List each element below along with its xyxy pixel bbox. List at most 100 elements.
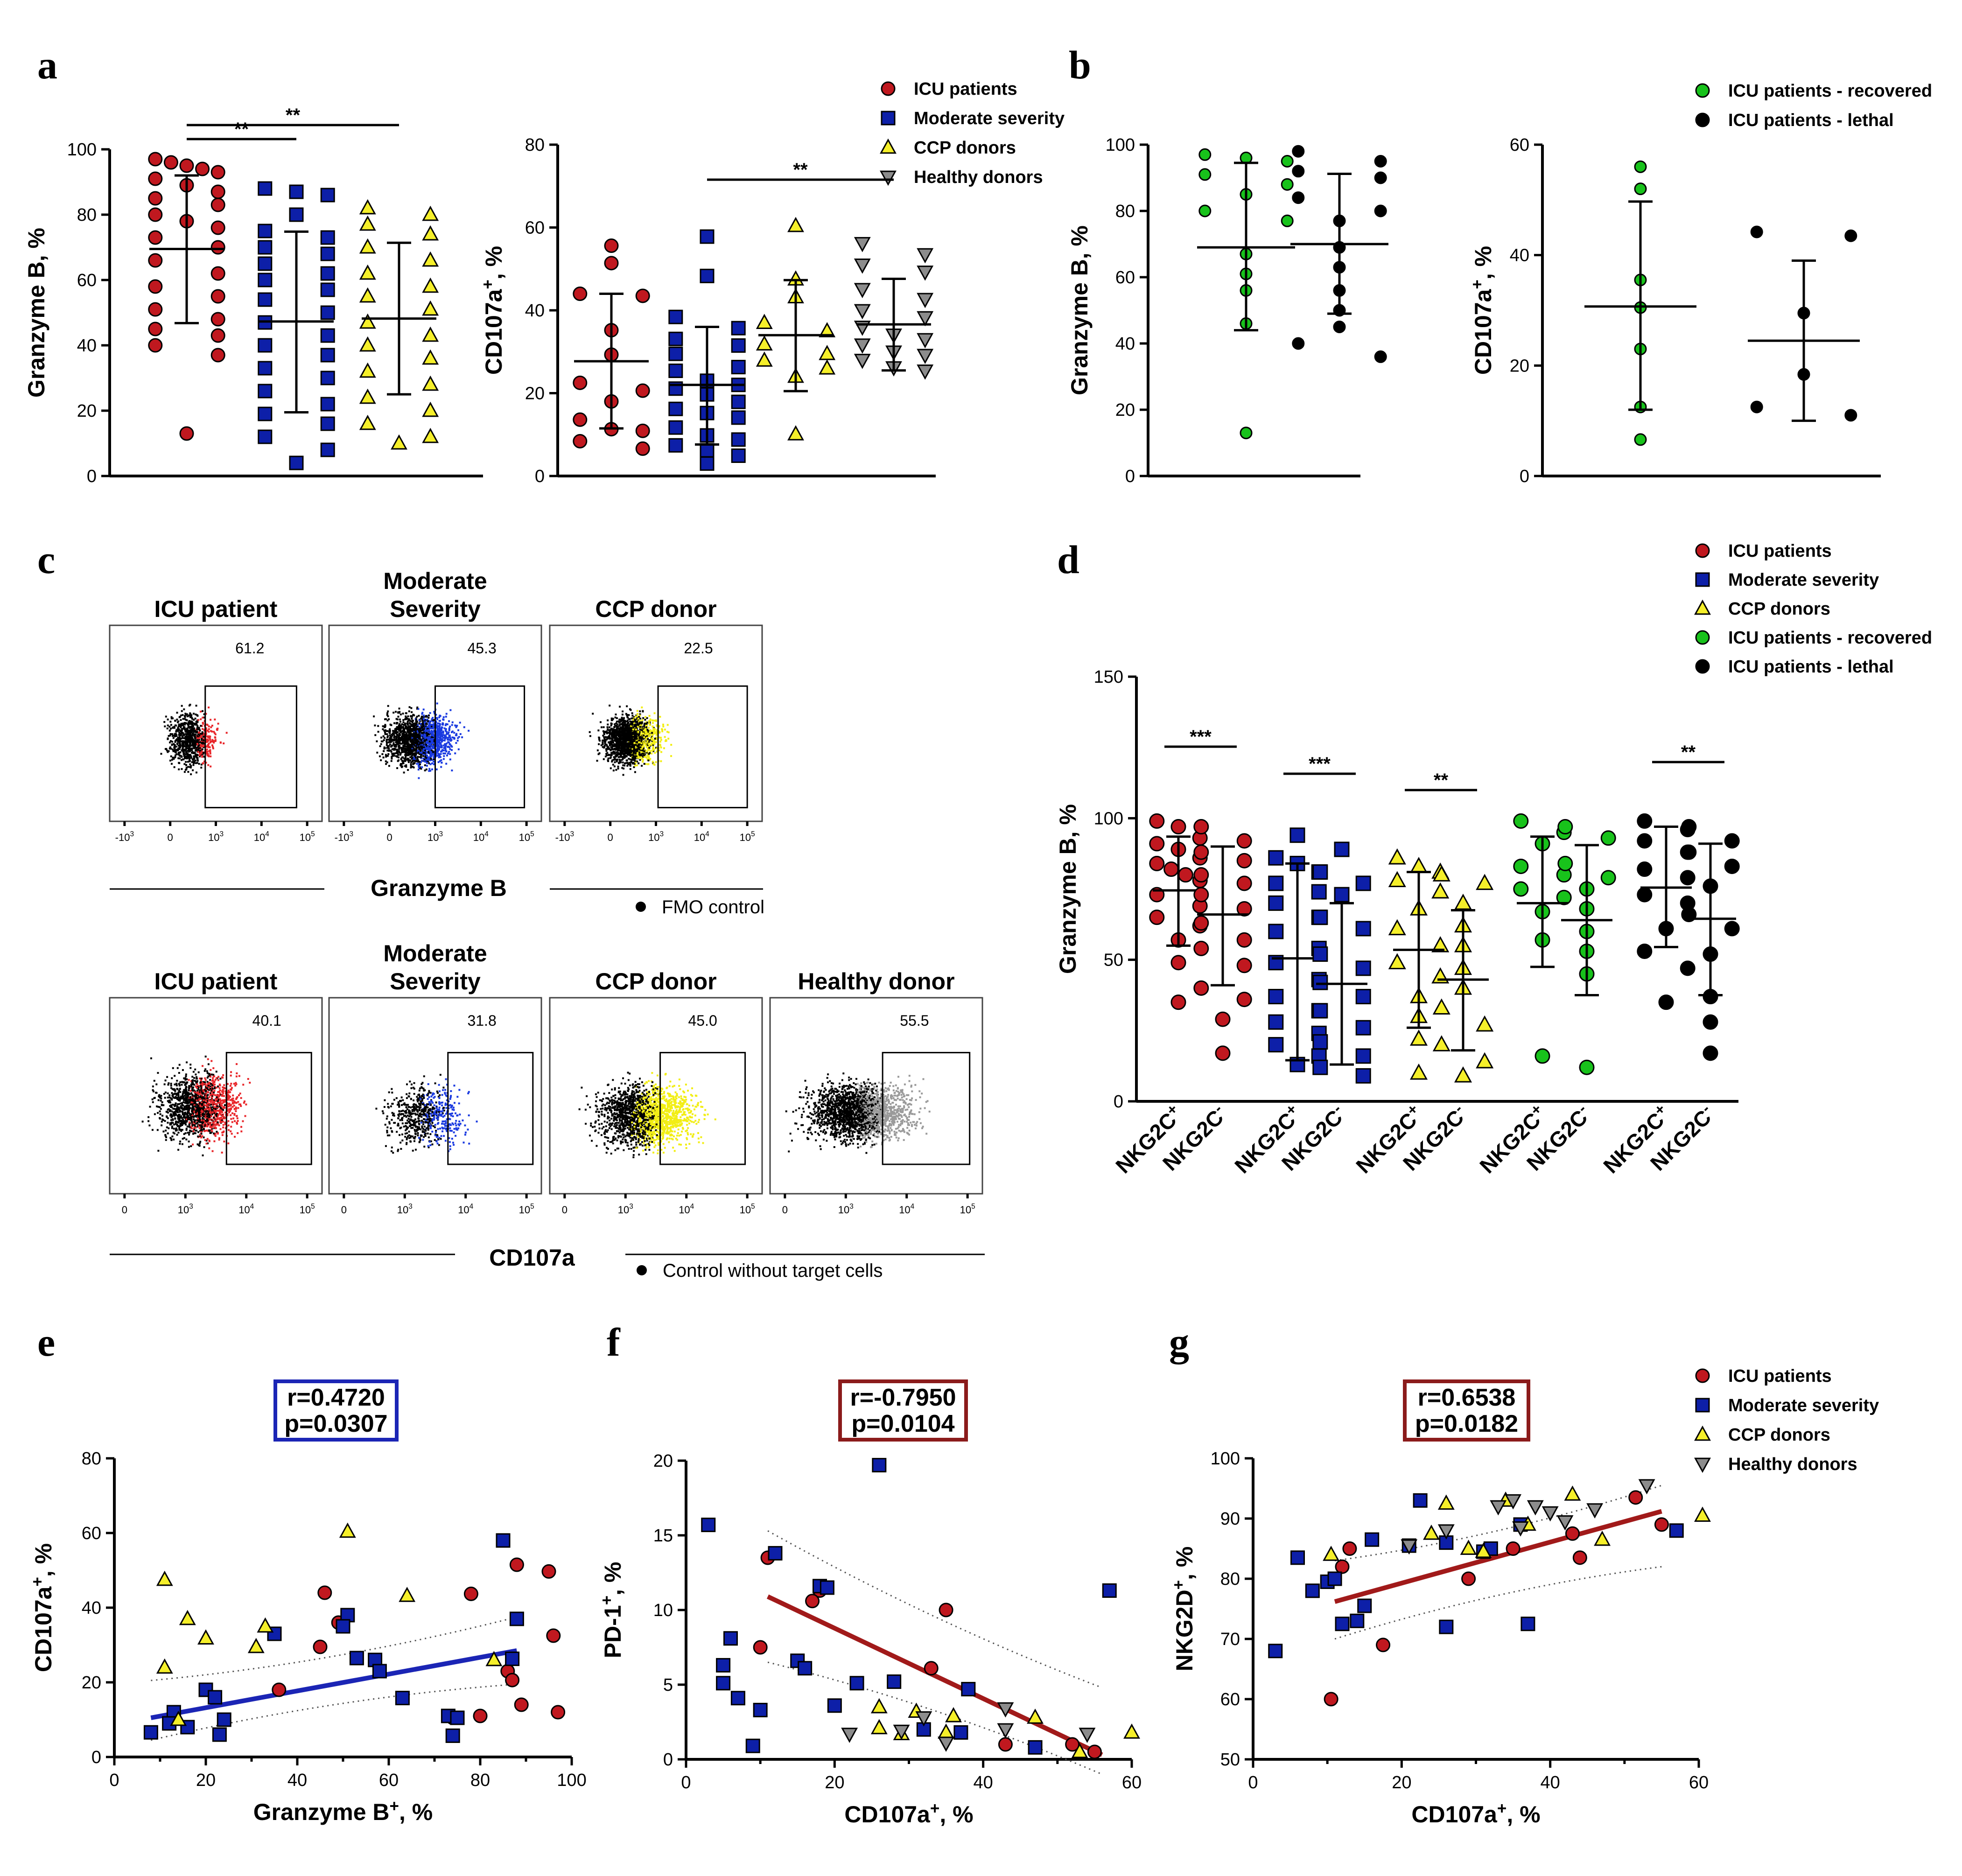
data-point [1476, 874, 1494, 890]
event-dot [446, 754, 448, 756]
event-dot [177, 748, 180, 750]
data-point [422, 326, 439, 342]
event-dot [435, 724, 437, 726]
event-dot [616, 760, 618, 763]
event-dot [438, 739, 440, 741]
legend-label-icu-patients: ICU patients [1728, 541, 1832, 561]
data-point [422, 401, 439, 417]
event-dot [425, 745, 427, 747]
event-dot [208, 735, 210, 737]
event-dot [636, 760, 638, 763]
event-dot [653, 743, 656, 745]
event-dot [398, 728, 400, 731]
y-tick-label: 40 [525, 301, 545, 321]
event-dot [415, 731, 417, 734]
data-point [854, 354, 871, 369]
event-dot [433, 754, 435, 756]
event-dot [404, 745, 406, 748]
event-dot [648, 756, 650, 758]
data-point [787, 217, 804, 232]
event-dot [425, 742, 427, 744]
event-dot [612, 748, 615, 750]
event-dot [416, 742, 418, 744]
data-point [700, 443, 715, 458]
event-dot [178, 736, 181, 738]
data-point [1637, 833, 1653, 849]
data-point [1521, 1617, 1535, 1631]
data-point [210, 220, 225, 235]
event-dot [419, 729, 421, 732]
data-point [1355, 960, 1371, 976]
significance-label: ** [234, 119, 249, 140]
data-point [258, 429, 273, 444]
x-tick-label: 20 [825, 1773, 844, 1792]
data-point [1600, 830, 1616, 846]
event-dot [185, 749, 187, 751]
data-point [422, 375, 439, 391]
event-dot [423, 744, 425, 747]
data-point [819, 322, 836, 337]
data-point [1292, 145, 1305, 158]
event-dot [189, 731, 191, 734]
event-dot [443, 727, 446, 729]
data-point [1335, 1559, 1350, 1574]
event-dot [642, 710, 644, 712]
series-moderate-severity [701, 1458, 1117, 1755]
event-dot [621, 750, 624, 752]
event-dot [176, 718, 178, 721]
event-dot [638, 747, 640, 749]
event-dot [214, 736, 217, 739]
x-axis-label-sup: + [930, 1799, 939, 1818]
event-dot [409, 720, 411, 722]
event-dot [385, 738, 388, 741]
data-point [1268, 895, 1284, 911]
data-point [1289, 827, 1305, 843]
event-dot [436, 733, 439, 735]
event-dot [393, 755, 395, 757]
event-dot [426, 751, 428, 754]
event-dot [195, 721, 197, 723]
event-dot [423, 720, 426, 722]
event-dot [413, 749, 415, 752]
data-point [359, 414, 376, 430]
data-point [485, 1651, 503, 1666]
event-dot [196, 739, 198, 741]
event-dot [184, 753, 187, 756]
flow-tick-base: 10 [519, 832, 530, 843]
data-point [700, 229, 715, 244]
event-dot [429, 720, 432, 722]
x-tick-label: 40 [287, 1771, 307, 1790]
data-point [1432, 1035, 1450, 1051]
event-dot [626, 764, 629, 767]
event-dot [655, 741, 657, 743]
data-point [541, 1564, 556, 1579]
data-point [148, 207, 163, 222]
event-dot [175, 745, 177, 748]
data-point [1236, 992, 1252, 1008]
event-dot [187, 756, 189, 758]
event-dot [398, 747, 400, 749]
data-point [210, 328, 225, 343]
data-point [509, 1611, 524, 1626]
event-dot [420, 729, 423, 732]
event-dot [615, 734, 617, 736]
event-dot [447, 752, 449, 755]
event-dot [393, 736, 395, 738]
event-dot [407, 719, 410, 721]
event-dot [433, 724, 435, 727]
event-dot [424, 745, 427, 748]
event-dot [407, 734, 409, 736]
event-dot [431, 725, 433, 728]
event-dot [417, 749, 419, 752]
event-dot [413, 747, 415, 749]
event-dot [437, 761, 440, 763]
event-dot [409, 748, 412, 750]
event-dot [379, 745, 381, 748]
event-dot [409, 723, 411, 725]
event-dot [174, 744, 176, 747]
event-dot [194, 759, 196, 762]
event-dot [412, 735, 414, 737]
event-dot [207, 743, 210, 746]
